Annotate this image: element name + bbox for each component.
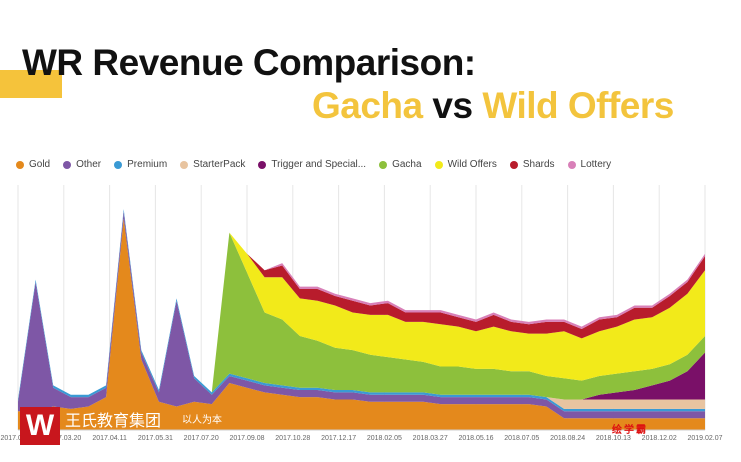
x-tick-label: 2018.10.13 bbox=[596, 435, 631, 442]
legend-item[interactable]: Shards bbox=[509, 159, 555, 170]
x-tick-label: 2018.03.27 bbox=[413, 435, 448, 442]
legend-swatch bbox=[114, 160, 123, 169]
legend-item[interactable]: Trigger and Special... bbox=[258, 159, 366, 170]
chart-legend: Gold Other Premium StarterPack Trigger and S… bbox=[16, 159, 611, 170]
legend-label: Gold bbox=[29, 159, 51, 170]
legend-swatch bbox=[63, 160, 72, 169]
legend-item[interactable]: Other bbox=[63, 159, 101, 170]
legend-swatch bbox=[180, 160, 189, 169]
legend-label: Wild Offers bbox=[447, 159, 497, 170]
x-tick-label: 2017.05.31 bbox=[138, 435, 173, 442]
x-tick-label: 2017.04.11 bbox=[92, 435, 127, 442]
legend-swatch bbox=[567, 160, 576, 169]
subtitle-vs: vs bbox=[432, 85, 473, 126]
page-title: WR Revenue Comparison: bbox=[22, 42, 476, 83]
legend-label: Lottery bbox=[580, 159, 612, 170]
area-gold bbox=[18, 218, 705, 430]
legend-item[interactable]: Wild Offers bbox=[434, 159, 497, 170]
legend-label: StarterPack bbox=[193, 159, 246, 170]
area-other bbox=[18, 211, 705, 419]
area-wild-offers bbox=[18, 209, 705, 400]
legend-swatch bbox=[258, 160, 267, 169]
x-tick-label: 2017.01.29 bbox=[0, 435, 35, 442]
x-tick-label: 2018.05.16 bbox=[458, 435, 493, 442]
legend-item[interactable]: Lottery bbox=[567, 159, 612, 170]
legend-swatch bbox=[16, 160, 24, 169]
legend-label: Premium bbox=[127, 159, 168, 170]
legend-label: Trigger and Special... bbox=[271, 159, 367, 170]
legend-swatch bbox=[379, 160, 388, 169]
x-tick-label: 2017.03.20 bbox=[46, 435, 81, 442]
legend-item[interactable]: Gacha bbox=[379, 159, 422, 170]
legend-swatch bbox=[434, 160, 443, 169]
x-tick-label: 2018.08.24 bbox=[550, 435, 585, 442]
legend-label: Shards bbox=[522, 159, 555, 170]
x-tick-label: 2017.12.17 bbox=[321, 435, 356, 442]
watermark-brand: 绘学霸 bbox=[612, 425, 648, 436]
watermark-logo: W bbox=[20, 407, 60, 445]
legend-swatch bbox=[509, 160, 518, 169]
title-highlight bbox=[0, 70, 62, 98]
x-tick-label: 2017.09.08 bbox=[229, 435, 264, 442]
area-gacha bbox=[18, 209, 705, 400]
subtitle-gacha: Gacha bbox=[312, 85, 423, 126]
x-tick-label: 2019.02.07 bbox=[687, 435, 722, 442]
legend-label: Other bbox=[76, 159, 102, 170]
legend-item[interactable]: Gold bbox=[16, 159, 50, 170]
subtitle-wild-offers: Wild Offers bbox=[482, 85, 674, 126]
x-tick-label: 2017.10.28 bbox=[275, 435, 310, 442]
area-shards bbox=[18, 209, 705, 400]
x-tick-label: 2018.07.05 bbox=[504, 435, 539, 442]
legend-item[interactable]: Premium bbox=[114, 159, 167, 170]
x-tick-label: 2018.02.05 bbox=[367, 435, 402, 442]
legend-label: Gacha bbox=[392, 159, 422, 170]
legend-item[interactable]: StarterPack bbox=[180, 159, 245, 170]
x-tick-label: 2017.07.20 bbox=[184, 435, 219, 442]
watermark-slogan: 以人为本 bbox=[182, 415, 222, 426]
x-tick-label: 2018.12.02 bbox=[642, 435, 677, 442]
watermark-company: 王氏教育集团 bbox=[65, 413, 162, 430]
page-subtitle: Gacha vs Wild Offers bbox=[312, 85, 674, 127]
